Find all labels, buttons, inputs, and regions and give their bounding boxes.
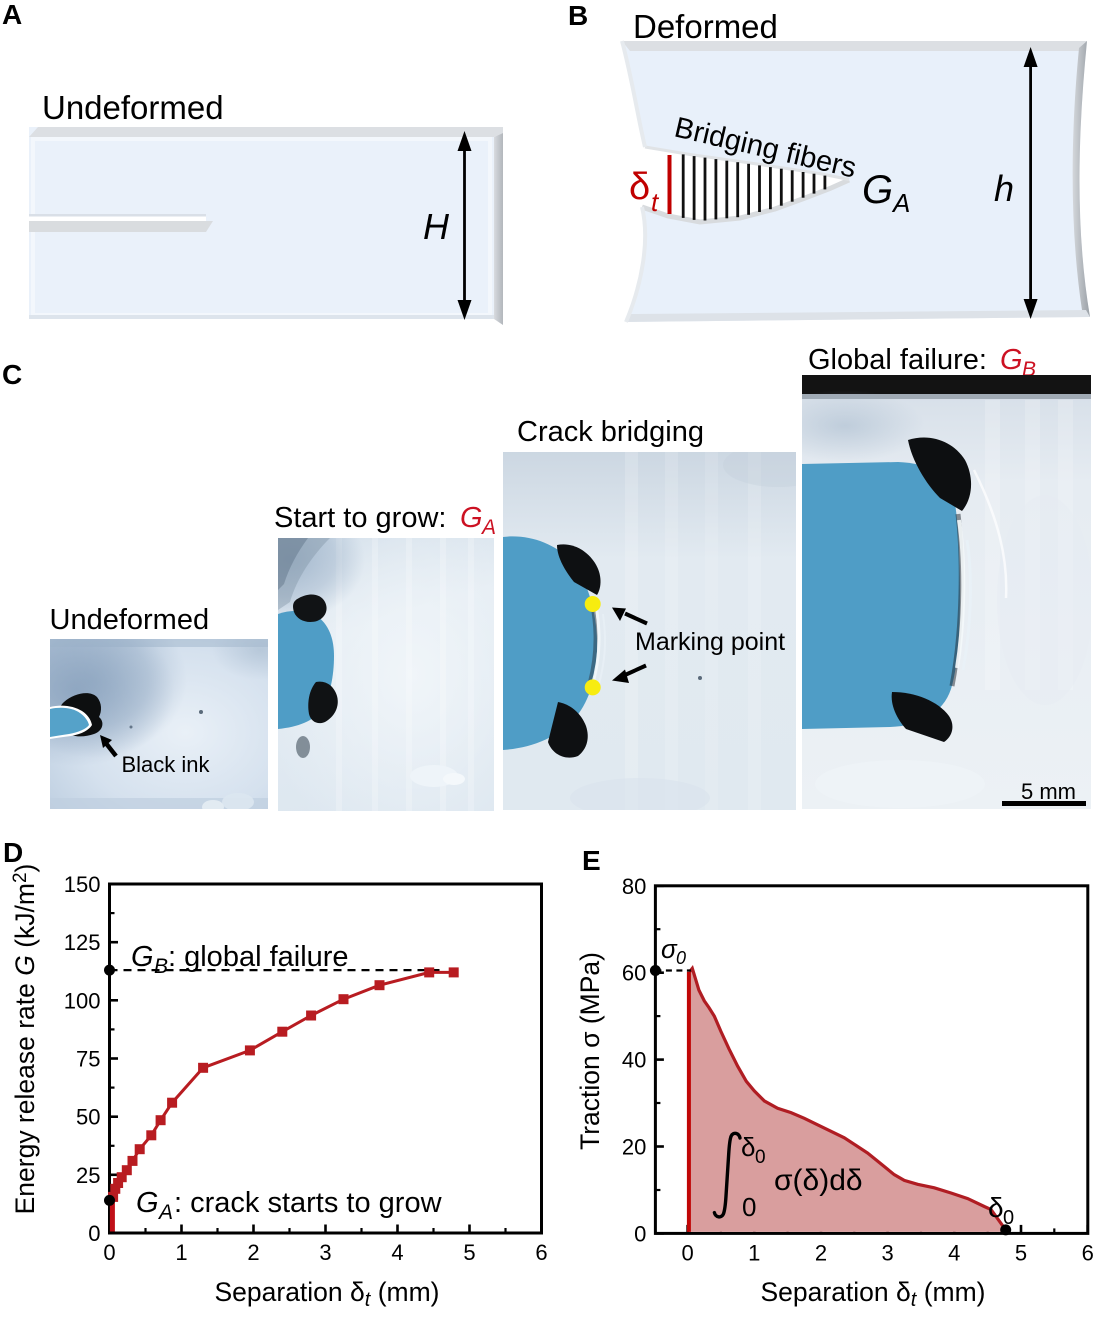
svg-text:1: 1	[748, 1240, 760, 1265]
svg-text:B: B	[154, 955, 168, 978]
svg-text:6: 6	[535, 1240, 547, 1265]
svg-text:5: 5	[463, 1240, 475, 1265]
svg-text:3: 3	[319, 1240, 331, 1265]
svg-text:4: 4	[391, 1240, 403, 1265]
svg-text:Energy release rate G (kJ/m2): Energy release rate G (kJ/m2)	[10, 864, 40, 1215]
svg-text:H: H	[423, 206, 450, 247]
svg-text:h: h	[994, 168, 1014, 209]
svg-text:3: 3	[881, 1240, 893, 1265]
svg-text:5 mm: 5 mm	[1021, 779, 1076, 804]
svg-text:A: A	[2, 0, 22, 30]
svg-text:σ(δ)dδ: σ(δ)dδ	[774, 1164, 863, 1197]
svg-text:G: G	[862, 168, 893, 212]
svg-text:: crack starts to grow: : crack starts to grow	[174, 1187, 443, 1219]
svg-text:Traction σ (MPa): Traction σ (MPa)	[575, 952, 605, 1150]
svg-text:0: 0	[755, 1147, 766, 1168]
svg-text:: global failure: : global failure	[168, 941, 349, 973]
svg-text:G: G	[131, 941, 154, 973]
svg-text:50: 50	[76, 1105, 100, 1130]
svg-text:E: E	[582, 845, 601, 876]
svg-text:G: G	[136, 1187, 159, 1219]
svg-text:A: A	[157, 1201, 173, 1224]
svg-text:6: 6	[1082, 1240, 1094, 1265]
svg-text:2: 2	[815, 1240, 827, 1265]
svg-text:t: t	[651, 187, 660, 217]
svg-text:B: B	[568, 0, 588, 31]
svg-text:δ: δ	[741, 1132, 755, 1162]
svg-text:80: 80	[622, 874, 646, 899]
svg-text:0: 0	[742, 1192, 756, 1222]
svg-text:5: 5	[1015, 1240, 1027, 1265]
svg-text:100: 100	[64, 988, 101, 1013]
svg-text:Separation δt (mm): Separation δt (mm)	[760, 1277, 985, 1311]
svg-text:125: 125	[64, 930, 101, 955]
svg-text:40: 40	[622, 1048, 646, 1073]
svg-text:G: G	[460, 502, 483, 534]
svg-text:Undeformed: Undeformed	[50, 604, 210, 636]
svg-text:0: 0	[634, 1221, 646, 1246]
svg-text:Start to grow:: Start to grow:	[274, 502, 446, 534]
svg-text:1: 1	[175, 1240, 187, 1265]
svg-text:75: 75	[76, 1047, 100, 1072]
svg-text:Undeformed: Undeformed	[42, 89, 224, 126]
svg-text:δ: δ	[988, 1192, 1004, 1223]
svg-text:20: 20	[622, 1135, 646, 1160]
svg-text:A: A	[480, 516, 496, 539]
svg-text:D: D	[3, 837, 23, 868]
svg-text:0: 0	[88, 1221, 100, 1246]
svg-text:Global failure:: Global failure:	[808, 344, 987, 376]
svg-text:σ: σ	[661, 934, 678, 964]
svg-text:Separation δt (mm): Separation δt (mm)	[214, 1277, 439, 1311]
svg-text:2: 2	[247, 1240, 259, 1265]
svg-text:0: 0	[681, 1240, 693, 1265]
svg-text:25: 25	[76, 1163, 100, 1188]
svg-text:A: A	[891, 188, 910, 218]
svg-text:0: 0	[676, 948, 686, 968]
svg-text:Black ink: Black ink	[122, 752, 211, 777]
svg-text:C: C	[2, 359, 22, 390]
svg-text:δ: δ	[629, 166, 650, 208]
svg-text:G: G	[1000, 344, 1023, 376]
svg-text:0: 0	[103, 1240, 115, 1265]
svg-text:0: 0	[1003, 1207, 1014, 1229]
svg-text:60: 60	[622, 961, 646, 986]
svg-text:150: 150	[64, 872, 101, 897]
svg-text:4: 4	[948, 1240, 960, 1265]
svg-text:Crack bridging: Crack bridging	[517, 416, 704, 448]
svg-text:Deformed: Deformed	[633, 8, 778, 45]
svg-text:Marking point: Marking point	[635, 628, 785, 656]
